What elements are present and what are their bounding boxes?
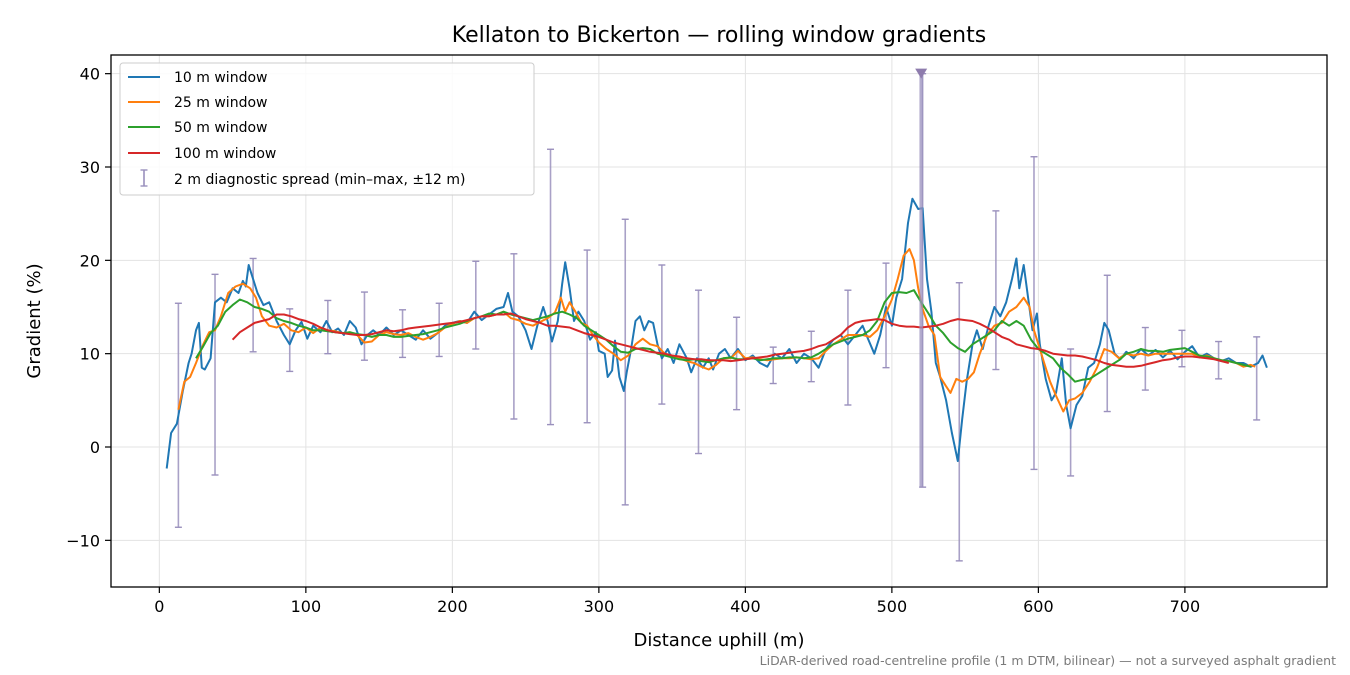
marker-group [915,68,928,488]
x-axis-label: Distance uphill (m) [634,630,805,651]
series-line-4 [231,312,1230,368]
x-tick-label: 300 [584,597,615,616]
series-line-3 [195,289,1252,383]
legend-label-3: 50 m window [174,120,267,136]
chart-title: Kellaton to Bickerton — rolling window g… [452,23,986,48]
y-tick-label: 10 [80,345,100,364]
y-tick-label: 40 [80,65,100,84]
legend-box [119,62,535,196]
legend-label-errorbars: 2 m diagnostic spread (min–max, ±12 m) [174,172,465,188]
x-tick-label: 400 [730,597,761,616]
ticks: 0 100 200 300 400 500 600 700 −10 0 10 20 30 40 [66,65,1200,616]
legend: 10 m window 25 m window 50 m window 100 m w… [119,62,535,196]
x-tick-label: 0 [154,597,164,616]
clipped-marker [915,68,928,79]
x-tick-label: 100 [291,597,322,616]
x-tick-label: 600 [1023,597,1054,616]
x-tick-label: 500 [877,597,908,616]
series-group [165,197,1268,469]
y-tick-label: −10 [66,531,100,550]
legend-label-4: 100 m window [174,146,276,162]
plot-frame [110,54,1328,588]
y-tick-label: 20 [80,251,100,270]
legend-label-1: 10 m window [174,70,267,86]
footnote: LiDAR-derived road-centreline profile (1… [760,653,1336,668]
y-tick-label: 0 [90,438,100,457]
y-axis-label: Gradient (%) [24,263,45,378]
legend-label-2: 25 m window [174,95,267,111]
x-tick-label: 200 [437,597,468,616]
y-tick-label: 30 [80,158,100,177]
x-tick-label: 700 [1170,597,1201,616]
